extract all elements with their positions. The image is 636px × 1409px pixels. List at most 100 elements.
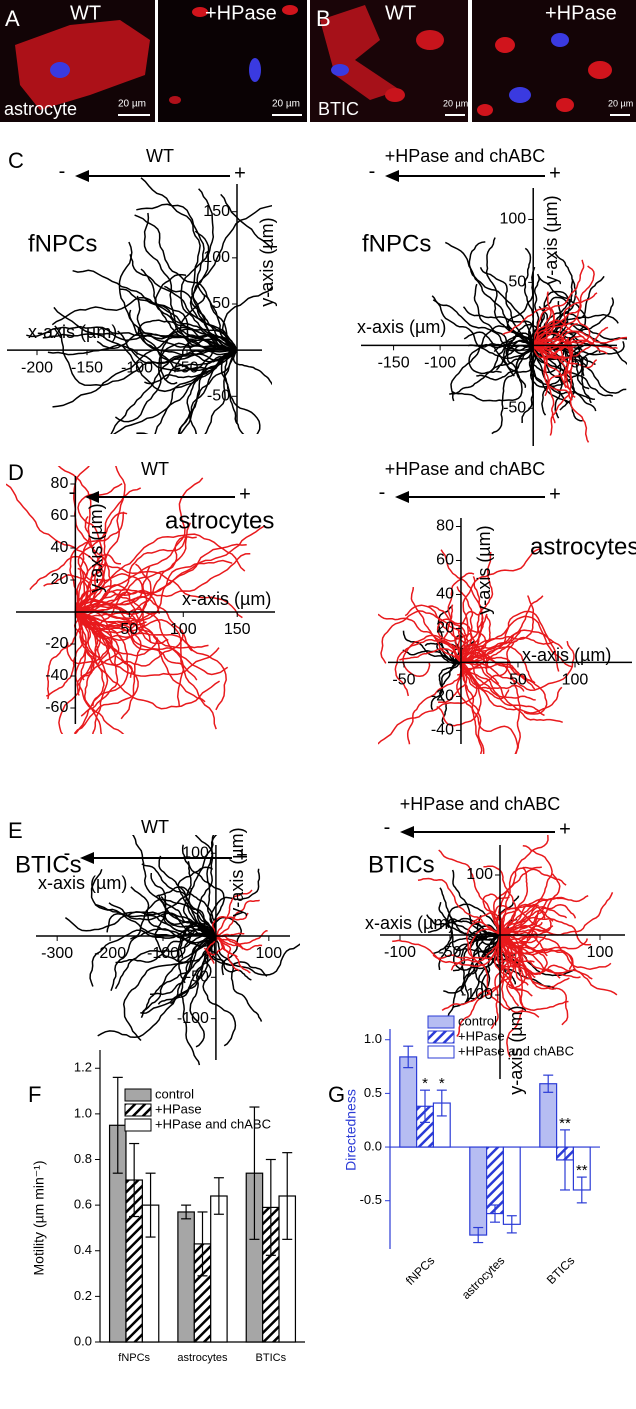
track (406, 662, 463, 745)
bar (469, 1146, 488, 1236)
y-axis-label: y-axis (µm) (257, 217, 277, 306)
panel-label: B (316, 6, 331, 31)
y-axis-label: Directedness (343, 1089, 359, 1171)
track (532, 326, 609, 359)
track (532, 335, 585, 348)
arrow-head (85, 491, 99, 503)
track (74, 584, 152, 644)
condition-label: WT (70, 2, 101, 24)
track (444, 241, 534, 346)
condition-label: +HPase (545, 2, 617, 24)
legend-label: control (155, 1086, 194, 1101)
y-tick-label: 0.6 (74, 1197, 92, 1212)
track (491, 344, 534, 435)
x-tick-label: 100 (255, 945, 282, 962)
track (223, 349, 245, 434)
track (480, 934, 501, 999)
cell (169, 96, 181, 104)
track (499, 934, 569, 1026)
track (215, 899, 260, 937)
cell-type-label: BTICs (368, 851, 435, 878)
tracks (6, 466, 265, 734)
track (529, 345, 599, 388)
track (74, 611, 110, 696)
track (532, 292, 598, 346)
y-tick-label: 0.5 (364, 1085, 382, 1100)
arrow-head (395, 491, 409, 503)
x-tick-label: -100 (384, 944, 416, 961)
track (206, 835, 217, 937)
micrograph (472, 0, 636, 122)
track (209, 868, 261, 937)
track (499, 898, 550, 936)
x-tick-label: -150 (378, 355, 410, 372)
legend-swatch (124, 1103, 152, 1117)
arrow-plus: + (559, 818, 571, 840)
track (440, 549, 484, 663)
track (42, 332, 238, 351)
y-axis-label: y-axis (µm) (86, 503, 106, 592)
y-tick-label: -40 (45, 667, 68, 684)
track (140, 935, 217, 1019)
scale-bar-label: 20 µm (443, 98, 468, 108)
track (451, 869, 501, 936)
track (74, 611, 125, 734)
track (202, 935, 237, 1047)
nucleus (50, 62, 70, 78)
arrow-minus: - (369, 160, 376, 182)
track (432, 903, 501, 955)
track (499, 934, 570, 990)
track (532, 259, 585, 346)
arrow-minus: - (64, 842, 71, 864)
y-tick-label: 50 (212, 295, 230, 312)
track (460, 639, 517, 687)
y-tick-label: -50 (503, 399, 526, 416)
arrow-head (400, 826, 414, 838)
track (74, 611, 103, 734)
track (533, 323, 579, 347)
x-tick-label: -200 (21, 359, 53, 376)
track (460, 551, 494, 663)
track (469, 928, 510, 1011)
trajectory-plot: -100 -50 100 -100 100 x-axis (µm) y-axis (µm) B… (365, 794, 625, 1095)
track (75, 611, 119, 717)
condition-title: WT (141, 459, 169, 479)
track (74, 611, 221, 710)
cell-label: astrocyte (4, 99, 77, 119)
x-axis-label: x-axis (µm) (365, 913, 454, 933)
micrograph (158, 0, 307, 122)
cell (556, 98, 574, 112)
track (460, 645, 533, 682)
track (460, 547, 541, 663)
y-tick-label: 0.2 (74, 1288, 92, 1303)
track (410, 587, 462, 663)
x-tick-label: 50 (120, 621, 138, 638)
image-labels: A WT +HPase astrocyte 20 µm 20 µm B WT +… (4, 2, 633, 118)
track (53, 306, 238, 393)
track (493, 934, 569, 1011)
condition-title: WT (141, 817, 169, 837)
track (211, 912, 249, 937)
track (74, 611, 217, 730)
x-tick-label: 50 (571, 355, 589, 372)
y-tick-label: 20 (51, 571, 69, 588)
x-tick-label: -100 (147, 945, 179, 962)
track (136, 349, 238, 434)
arrow-head (75, 170, 89, 182)
panel-label: G (328, 1082, 345, 1107)
cell (477, 104, 493, 116)
track (460, 649, 536, 690)
panel-label: D (8, 460, 24, 485)
track (97, 935, 217, 1039)
track (499, 932, 524, 1058)
legend-label: +HPase and chABC (155, 1116, 271, 1131)
panel-label: C (8, 148, 24, 173)
track (498, 933, 513, 970)
x-tick-label: 50 (509, 672, 527, 689)
x-tick-label: -50 (175, 359, 198, 376)
track (73, 611, 129, 734)
legend-swatch (124, 1088, 152, 1102)
track (74, 466, 126, 613)
track (75, 611, 206, 703)
track (75, 566, 151, 634)
